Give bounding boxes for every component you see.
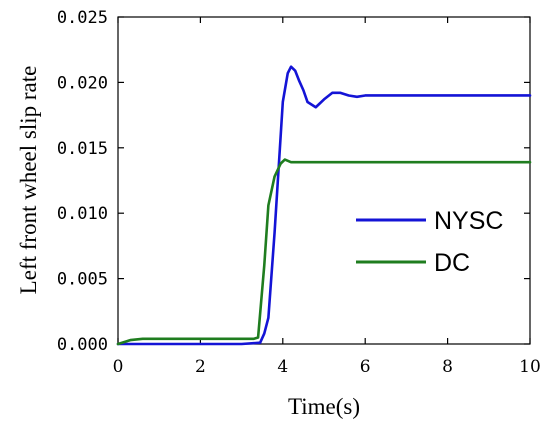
x-tick-label: 0 [113, 357, 124, 377]
y-tick-label: 0.000 [57, 335, 108, 355]
y-tick-label: 0.010 [57, 204, 108, 224]
legend: NYSC DC [356, 207, 503, 277]
x-tick-label: 6 [360, 357, 371, 377]
y-tick-label: 0.020 [57, 73, 108, 93]
series-layer [116, 65, 532, 346]
x-axis-label: Time(s) [288, 394, 360, 419]
y-tick-label: 0.015 [57, 139, 108, 159]
y-tick-label: 0.005 [57, 270, 108, 290]
axis-ticks: 0 2 4 6 8 10 0.000 0.005 0.010 0.015 0.020 0.025 [57, 8, 541, 377]
x-tick-label: 10 [519, 357, 541, 377]
x-tick-label: 4 [277, 357, 288, 377]
x-tick-label: 8 [442, 357, 453, 377]
x-tick-label: 2 [195, 357, 206, 377]
series-line-nysc [116, 65, 532, 346]
plot-frame [117, 16, 531, 345]
series-line-dc [116, 158, 532, 346]
legend-label-nysc: NYSC [434, 207, 503, 235]
y-tick-label: 0.025 [57, 8, 108, 28]
y-axis-label: Left front wheel slip rate [16, 66, 41, 295]
legend-label-dc: DC [434, 249, 470, 277]
